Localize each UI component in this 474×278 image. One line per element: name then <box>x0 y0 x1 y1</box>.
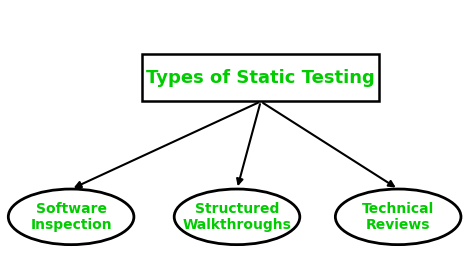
Text: Technical
Reviews: Technical Reviews <box>362 202 434 232</box>
Text: Types of Static Testing: Types of Static Testing <box>146 69 375 87</box>
Text: Structured
Walkthroughs: Structured Walkthroughs <box>182 202 292 232</box>
Text: Software
Inspection: Software Inspection <box>30 202 112 232</box>
Ellipse shape <box>8 189 134 245</box>
Ellipse shape <box>335 189 461 245</box>
Ellipse shape <box>174 189 300 245</box>
FancyBboxPatch shape <box>142 54 379 101</box>
